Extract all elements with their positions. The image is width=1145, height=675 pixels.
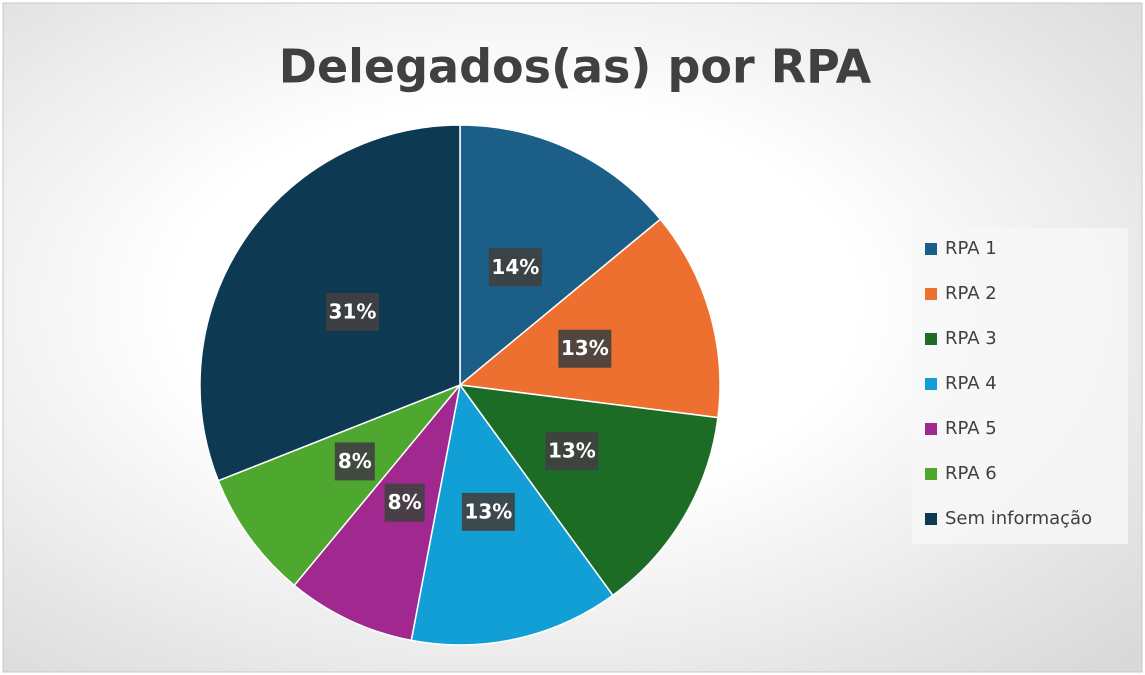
legend-swatch	[925, 423, 937, 435]
chart-title: Delegados(as) por RPA	[279, 40, 872, 94]
legend-label: RPA 1	[945, 238, 997, 259]
data-label-box	[545, 432, 599, 471]
data-label-box	[488, 248, 542, 287]
legend-label: Sem informação	[945, 508, 1092, 529]
legend-label: RPA 5	[945, 418, 997, 439]
legend-box	[912, 228, 1128, 544]
data-label: 8%	[388, 490, 422, 514]
legend-label: RPA 3	[945, 328, 997, 349]
pie-slice	[459, 124, 662, 387]
data-label-box	[384, 483, 425, 522]
legend-swatch	[925, 243, 937, 255]
data-label: 13%	[548, 439, 596, 463]
data-label: 14%	[491, 255, 539, 279]
data-label-box	[558, 329, 612, 368]
legend-swatch	[925, 378, 937, 390]
data-label: 13%	[561, 336, 609, 360]
data-label: 13%	[464, 499, 512, 523]
legend-label: RPA 2	[945, 283, 997, 304]
pie-slice	[293, 384, 461, 642]
legend-swatch	[925, 333, 937, 345]
data-label-box	[325, 292, 379, 331]
data-label-box	[334, 442, 375, 481]
legend-swatch	[925, 288, 937, 300]
pie-slice	[458, 218, 721, 419]
pie-slice	[458, 384, 719, 597]
pie-slice	[217, 384, 461, 587]
data-label: 8%	[338, 449, 372, 473]
legend-swatch	[925, 468, 937, 480]
data-label: 31%	[329, 299, 377, 323]
legend-swatch	[925, 513, 937, 525]
data-label-box	[461, 492, 515, 531]
legend-label: RPA 4	[945, 373, 997, 394]
legend-label: RPA 6	[945, 463, 997, 484]
